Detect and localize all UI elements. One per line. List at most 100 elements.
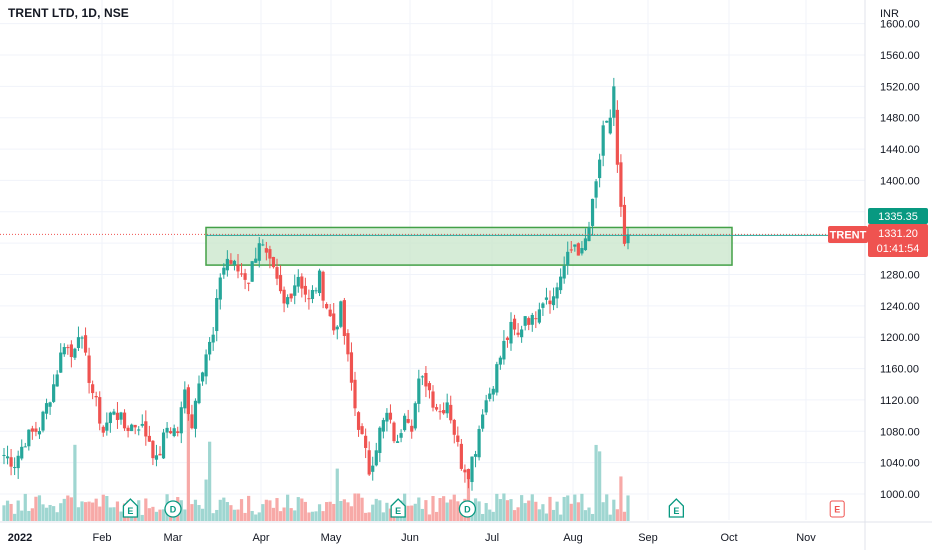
volume-bar bbox=[296, 497, 300, 521]
candle bbox=[172, 424, 176, 438]
candle bbox=[520, 325, 524, 343]
volume-bar bbox=[434, 511, 439, 521]
candle bbox=[108, 411, 112, 433]
volume-bar bbox=[161, 509, 166, 521]
earnings-event-icon: E bbox=[122, 498, 139, 518]
volume-bar bbox=[282, 507, 286, 521]
candle-body bbox=[598, 159, 602, 179]
candle-body bbox=[527, 318, 531, 325]
volume-bar bbox=[34, 496, 38, 521]
candle-body bbox=[530, 314, 534, 325]
volume-bar bbox=[452, 494, 456, 521]
candle-body bbox=[176, 431, 180, 433]
candle-body bbox=[605, 120, 609, 123]
candle-body bbox=[126, 427, 130, 431]
candle bbox=[544, 287, 549, 305]
candle bbox=[356, 411, 361, 437]
candle bbox=[236, 253, 240, 279]
candle-body bbox=[172, 428, 176, 436]
candle-body bbox=[289, 293, 293, 299]
candlesticks bbox=[2, 77, 630, 491]
dividend-event-icon: D bbox=[164, 500, 182, 518]
candle bbox=[30, 425, 34, 440]
volume-bar bbox=[44, 507, 49, 521]
volume-bar bbox=[30, 508, 34, 521]
candle bbox=[367, 441, 371, 477]
candle-body bbox=[612, 86, 616, 118]
candle-body bbox=[466, 468, 471, 480]
x-tick-label: Oct bbox=[720, 532, 737, 544]
volume-bar bbox=[594, 444, 598, 521]
candle bbox=[459, 438, 463, 471]
volume-bar bbox=[466, 472, 471, 521]
candle-body bbox=[151, 440, 155, 459]
candle-body bbox=[186, 387, 190, 415]
volume-bar bbox=[112, 507, 116, 521]
candle bbox=[5, 445, 10, 465]
candle bbox=[403, 413, 407, 432]
volume-bar bbox=[278, 511, 283, 521]
candle-body bbox=[367, 450, 371, 475]
candle bbox=[559, 268, 563, 294]
volume-bar bbox=[548, 496, 552, 521]
candle-body bbox=[268, 249, 272, 259]
candle bbox=[608, 109, 612, 135]
candle bbox=[580, 241, 584, 256]
volume-bar bbox=[158, 509, 162, 521]
candle bbox=[562, 256, 566, 284]
volume-bar bbox=[52, 506, 56, 521]
x-tick-label: Jun bbox=[401, 532, 419, 544]
candle-body bbox=[449, 404, 453, 421]
candle-body bbox=[261, 244, 265, 246]
volume-bar bbox=[488, 509, 492, 521]
volume-bar bbox=[569, 503, 573, 521]
candle-body bbox=[41, 411, 45, 431]
candle-body bbox=[622, 204, 627, 244]
candle-body bbox=[2, 454, 6, 456]
x-tick-label: Feb bbox=[93, 532, 112, 544]
volume-bar bbox=[108, 507, 112, 521]
volume-bar bbox=[140, 514, 144, 521]
candle bbox=[498, 355, 502, 370]
x-tick-label: 2022 bbox=[8, 532, 32, 544]
volume-bar bbox=[484, 503, 488, 521]
candle bbox=[9, 448, 13, 476]
candle-body bbox=[551, 296, 556, 306]
candle-body bbox=[208, 341, 212, 355]
volume-bar bbox=[562, 496, 566, 521]
candle-body bbox=[498, 357, 502, 365]
candle bbox=[466, 468, 471, 489]
candle-body bbox=[424, 372, 428, 387]
candle-body bbox=[271, 256, 276, 268]
candle-body bbox=[505, 337, 510, 341]
volume-bar bbox=[601, 502, 605, 521]
volume-bar bbox=[250, 510, 254, 521]
candle bbox=[112, 408, 116, 416]
candle bbox=[62, 343, 66, 357]
candle bbox=[66, 344, 70, 355]
candle-body bbox=[101, 426, 105, 433]
candle-body bbox=[55, 374, 59, 387]
volume-bar bbox=[225, 502, 229, 521]
candle bbox=[583, 228, 588, 251]
candle bbox=[353, 371, 357, 417]
candle-body bbox=[239, 273, 244, 275]
volume-bar bbox=[314, 511, 318, 521]
volume-bar bbox=[544, 513, 549, 521]
candle-body bbox=[282, 289, 286, 304]
volume-bar bbox=[59, 503, 63, 521]
volume-bar bbox=[523, 503, 527, 521]
candle bbox=[225, 250, 229, 277]
candle-body bbox=[73, 348, 77, 358]
volume-bar bbox=[197, 505, 201, 521]
candle bbox=[420, 375, 424, 386]
volume-bar bbox=[271, 507, 276, 521]
candle bbox=[169, 427, 173, 435]
volume-bar bbox=[211, 513, 215, 521]
volume-bar bbox=[69, 497, 73, 521]
candle-body bbox=[225, 258, 229, 271]
candle-body bbox=[158, 453, 162, 456]
volume-bar bbox=[356, 493, 361, 521]
volume-bar bbox=[349, 506, 354, 521]
